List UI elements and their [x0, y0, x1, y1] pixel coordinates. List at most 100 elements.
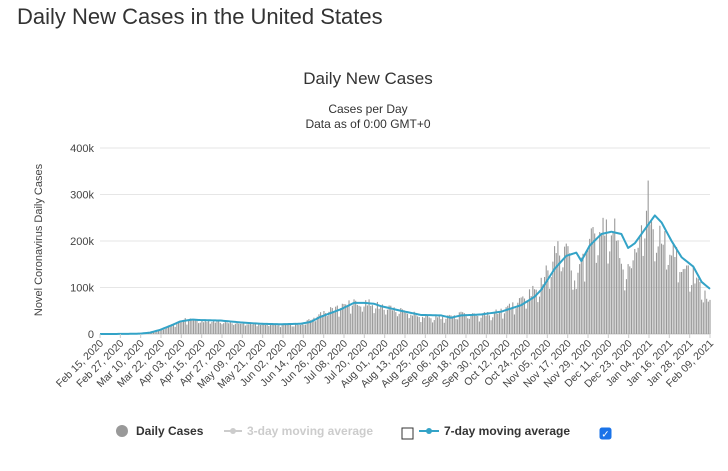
daily-cases-bars	[101, 180, 711, 334]
daily-cases-bar	[156, 330, 158, 334]
daily-cases-bar	[594, 233, 596, 334]
daily-cases-bar	[341, 303, 343, 334]
daily-cases-bar	[336, 305, 338, 334]
daily-cases-bar	[263, 323, 265, 334]
daily-cases-bar	[294, 322, 297, 334]
daily-cases-bar	[492, 317, 494, 334]
daily-cases-bar	[254, 323, 256, 334]
daily-cases-bar	[706, 298, 708, 334]
daily-cases-bar	[665, 269, 668, 334]
daily-cases-bar	[487, 312, 489, 334]
daily-cases-bar	[208, 319, 210, 334]
daily-cases-bar	[216, 320, 218, 334]
daily-cases-bar	[423, 317, 425, 334]
daily-cases-bar	[463, 313, 465, 334]
daily-cases-bar	[378, 308, 380, 334]
daily-cases-bar	[380, 305, 382, 334]
daily-cases-bar	[351, 305, 353, 334]
seven-day-average-line	[99, 214, 711, 335]
daily-cases-bar	[388, 305, 390, 334]
daily-cases-bar	[614, 218, 616, 334]
avg7-checkbox[interactable]: ✓	[599, 427, 612, 441]
daily-cases-bar	[258, 324, 260, 334]
daily-cases-bar	[679, 272, 681, 334]
daily-cases-bar	[278, 323, 280, 334]
daily-cases-bar	[406, 313, 409, 334]
daily-cases-bar	[447, 315, 449, 334]
daily-cases-bar	[625, 279, 627, 334]
daily-cases-bar	[335, 306, 337, 334]
daily-cases-bar	[343, 304, 345, 334]
daily-cases-bar	[567, 246, 569, 334]
daily-cases-bar	[269, 324, 272, 334]
daily-cases-bar	[256, 326, 258, 334]
daily-cases-bar	[268, 326, 270, 334]
daily-cases-bar	[244, 325, 246, 334]
daily-cases-bar	[363, 306, 365, 334]
avg3-checkbox[interactable]	[401, 427, 414, 440]
daily-cases-bar	[311, 319, 313, 334]
legend-item-daily-cases[interactable]: Daily Cases	[116, 424, 204, 438]
daily-cases-bar	[483, 312, 485, 334]
daily-cases-bar	[248, 324, 250, 334]
daily-cases-bar	[669, 254, 671, 334]
avg7-checkbox-box[interactable]	[599, 427, 612, 440]
daily-cases-bar	[238, 323, 240, 334]
daily-cases-bar	[508, 303, 511, 334]
daily-cases-bar	[181, 321, 183, 334]
daily-cases-bar	[381, 304, 383, 334]
daily-cases-bar	[462, 312, 464, 334]
legend-avg7-label: 7-day moving average	[444, 424, 570, 438]
daily-cases-bar	[555, 253, 557, 334]
daily-cases-bar	[465, 316, 467, 334]
daily-cases-bar	[605, 219, 607, 334]
daily-cases-bar	[403, 310, 405, 334]
daily-cases-bar	[540, 277, 542, 334]
daily-cases-bar	[259, 324, 261, 334]
daily-cases-bar	[635, 252, 638, 334]
daily-cases-bar	[360, 306, 362, 334]
daily-cases-bar	[206, 321, 208, 334]
daily-cases-bar	[497, 313, 499, 334]
avg3-checkbox-box[interactable]	[401, 427, 414, 440]
daily-cases-bar	[580, 257, 582, 334]
daily-cases-bar	[505, 307, 507, 334]
daily-cases-bar	[485, 315, 487, 334]
daily-cases-bar	[532, 285, 534, 334]
daily-cases-bar	[430, 318, 432, 334]
daily-cases-bar	[701, 299, 703, 334]
daily-cases-bar	[565, 243, 567, 334]
daily-cases-bar	[301, 323, 303, 334]
daily-cases-bar	[575, 288, 577, 334]
daily-cases-bar	[390, 305, 392, 334]
daily-cases-bar	[584, 281, 586, 334]
chart-title: Daily New Cases	[303, 69, 432, 88]
daily-cases-bar	[154, 331, 156, 334]
daily-cases-bar	[325, 313, 327, 334]
daily-cases-bar	[543, 276, 546, 334]
daily-cases-bar	[619, 258, 621, 334]
avg7-marker-icon	[426, 428, 432, 434]
daily-cases-bar	[261, 323, 263, 334]
daily-cases-bar	[662, 244, 664, 334]
daily-cases-bar	[562, 267, 564, 334]
daily-cases-bar	[450, 315, 452, 334]
legend-item-7day-average[interactable]: 7-day moving average	[419, 424, 570, 438]
daily-cases-bar	[416, 316, 419, 334]
daily-cases-bar	[318, 314, 320, 334]
daily-cases-bar	[590, 228, 592, 334]
daily-cases-bar	[196, 319, 198, 334]
daily-cases-bar	[371, 305, 373, 334]
daily-cases-bar	[495, 309, 497, 334]
daily-cases-bar	[393, 307, 395, 334]
daily-cases-bar	[229, 321, 231, 334]
daily-cases-bar	[687, 265, 689, 334]
daily-cases-bar	[642, 255, 644, 334]
daily-cases-bar	[366, 305, 368, 334]
daily-cases-bar	[368, 299, 370, 334]
daily-cases-bar	[470, 314, 472, 334]
daily-cases-bar	[186, 324, 188, 334]
legend-item-3day-average[interactable]: 3-day moving average	[224, 424, 373, 438]
daily-cases-bar	[427, 314, 429, 334]
